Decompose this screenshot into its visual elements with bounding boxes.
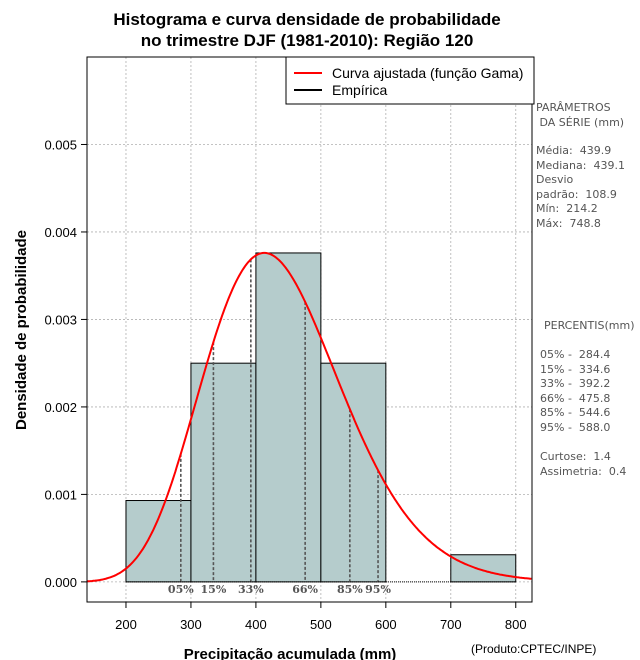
params-title: PARÂMETROS DA SÉRIE (mm) [536, 101, 625, 129]
percentile-markers: 05% 15% 33% 66% 85% 95% [168, 259, 391, 596]
x-axis: 200 300 400 500 600 700 800 [115, 602, 527, 632]
legend-label-fitted: Curva ajustada (função Gama) [332, 65, 523, 81]
y-tick-label-3: 0.003 [44, 312, 77, 327]
y-tick-label-5: 0.005 [44, 137, 77, 152]
x-tick-label-5: 700 [440, 617, 462, 632]
histogram-bar-5 [450, 554, 517, 583]
percentile-label-2: 33% [238, 583, 264, 596]
x-tick-label-2: 400 [245, 617, 267, 632]
y-axis: 0.000 0.001 0.002 0.003 0.004 0.005 [44, 137, 87, 590]
percentile-label-1: 15% [201, 583, 227, 596]
chart-title-line-2: no trimestre DJF (1981-2010): Região 120 [141, 31, 474, 50]
percentis-values: 05% - 284.4 15% - 334.6 33% - 392.2 66% … [540, 348, 611, 434]
y-tick-label-0: 0.000 [44, 575, 77, 590]
percentile-label-0: 05% [168, 583, 194, 596]
legend: Curva ajustada (função Gama) Empírica [285, 56, 535, 105]
gamma-fit-curve [86, 251, 532, 583]
legend-label-empirical: Empírica [332, 82, 387, 98]
x-tick-label-6: 800 [505, 617, 527, 632]
x-tick-label-3: 500 [310, 617, 332, 632]
histogram-bar-2 [255, 252, 322, 583]
y-tick-label-1: 0.001 [44, 487, 77, 502]
percentile-label-4: 85% [337, 583, 363, 596]
chart-title-line-1: Histograma e curva densidade de probabil… [113, 10, 500, 29]
percentile-label-5: 95% [365, 583, 391, 596]
histogram-bars [125, 252, 517, 583]
y-axis-title: Densidade de probabilidade [13, 230, 30, 430]
params-values: Média: 439.9 Mediana: 439.1 Desvio padrã… [536, 144, 625, 230]
x-tick-label-4: 600 [375, 617, 397, 632]
y-tick-label-2: 0.002 [44, 400, 77, 415]
histogram-bar-1 [190, 362, 257, 583]
y-tick-label-4: 0.004 [44, 225, 77, 240]
credit-label: (Produto:CPTEC/INPE) [471, 642, 596, 656]
shape-values: Curtose: 1.4 Assimetria: 0.4 [540, 450, 627, 478]
legend-box [285, 56, 535, 105]
percentile-label-3: 66% [292, 583, 318, 596]
percentis-title: PERCENTIS(mm) [544, 319, 635, 332]
histogram-bar-3 [320, 362, 387, 583]
x-axis-title: Precipitação acumulada (mm) [184, 646, 397, 660]
x-tick-label-0: 200 [115, 617, 137, 632]
x-tick-label-1: 300 [180, 617, 202, 632]
